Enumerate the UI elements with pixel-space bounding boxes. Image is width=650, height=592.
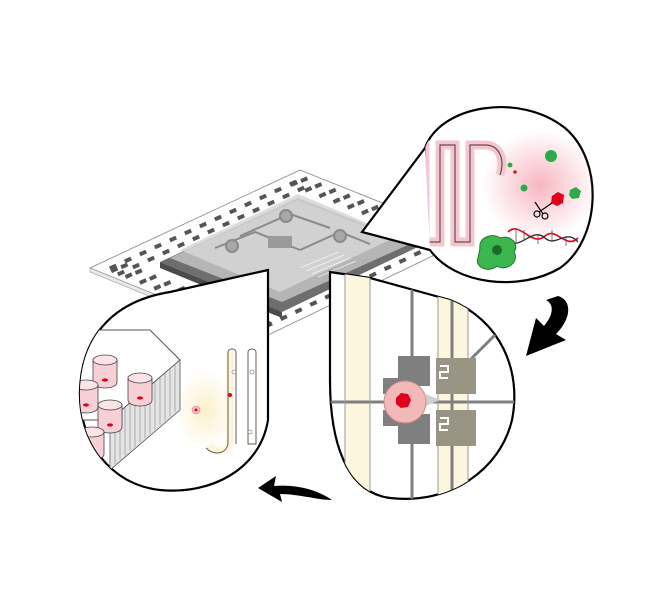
contact-pad (236, 213, 246, 221)
contact-pad (342, 193, 351, 200)
contact-pad (332, 197, 341, 204)
u-channels (205, 348, 257, 455)
well (79, 426, 105, 461)
contact-pad (168, 235, 178, 243)
contact-pad (258, 193, 268, 201)
arrow-bottom (258, 476, 332, 502)
contact-pad (124, 272, 133, 279)
contact-pad (383, 264, 392, 271)
contact-pad (356, 199, 365, 206)
contact-pad (273, 186, 283, 194)
zoom-electrode-panel (328, 270, 516, 500)
dna-helix (507, 228, 579, 246)
cell-nucleus (396, 393, 411, 408)
contact-pad (134, 268, 143, 275)
zoom-wells-panel (78, 268, 270, 492)
contact-pad (191, 234, 201, 242)
contact-pad (294, 307, 303, 314)
well (79, 379, 99, 414)
contact-pad (360, 208, 370, 216)
well (92, 354, 118, 389)
zoom-channel-panel (360, 106, 594, 284)
contact-pad (110, 266, 119, 274)
contact-pad (108, 263, 118, 271)
serpentine-channel (425, 140, 507, 247)
contact-pad (251, 206, 261, 214)
contact-pad (153, 242, 163, 250)
contact-pad (163, 280, 172, 287)
red-cell (551, 192, 564, 206)
contact-pad (148, 274, 158, 281)
contact-pad (131, 262, 141, 270)
contact-pad (413, 250, 422, 257)
contact-pad (198, 221, 208, 229)
contact-pad (368, 271, 377, 279)
contact-pad (228, 207, 238, 215)
contact-pad (161, 248, 171, 256)
contact-pad (318, 191, 327, 199)
microfluidic-chip (160, 194, 420, 318)
contact-pad (221, 220, 231, 228)
chip-channels (214, 209, 371, 253)
contact-pad (304, 186, 313, 193)
contact-pad (281, 192, 291, 200)
contact-pad (309, 300, 318, 307)
well (97, 399, 123, 434)
contact-pad (120, 262, 129, 270)
contact-pad (370, 204, 380, 212)
contact-pad (290, 180, 299, 187)
contact-pad (146, 255, 156, 263)
contact-pad (398, 257, 407, 264)
contact-pad (346, 203, 355, 210)
arrow-right (526, 296, 569, 356)
contact-pad (138, 278, 148, 285)
green-cell (545, 150, 557, 162)
green-cell-small (520, 184, 528, 192)
contact-pad (206, 227, 216, 235)
contact-pad (328, 187, 337, 195)
contact-pad (296, 185, 306, 193)
contact-pad (243, 200, 253, 208)
contact-pad (213, 214, 223, 222)
contact-pad (314, 182, 323, 189)
well (127, 372, 153, 407)
contact-pad (300, 176, 309, 183)
contact-pad (176, 241, 186, 249)
contact-pad (266, 199, 276, 207)
contact-pad (138, 249, 148, 257)
contact-pad (153, 284, 162, 291)
scissors-icon (533, 201, 553, 220)
contact-pad (123, 256, 133, 264)
contact-pad (183, 228, 193, 236)
contact-pad (116, 269, 126, 277)
contact-pad (279, 314, 288, 321)
